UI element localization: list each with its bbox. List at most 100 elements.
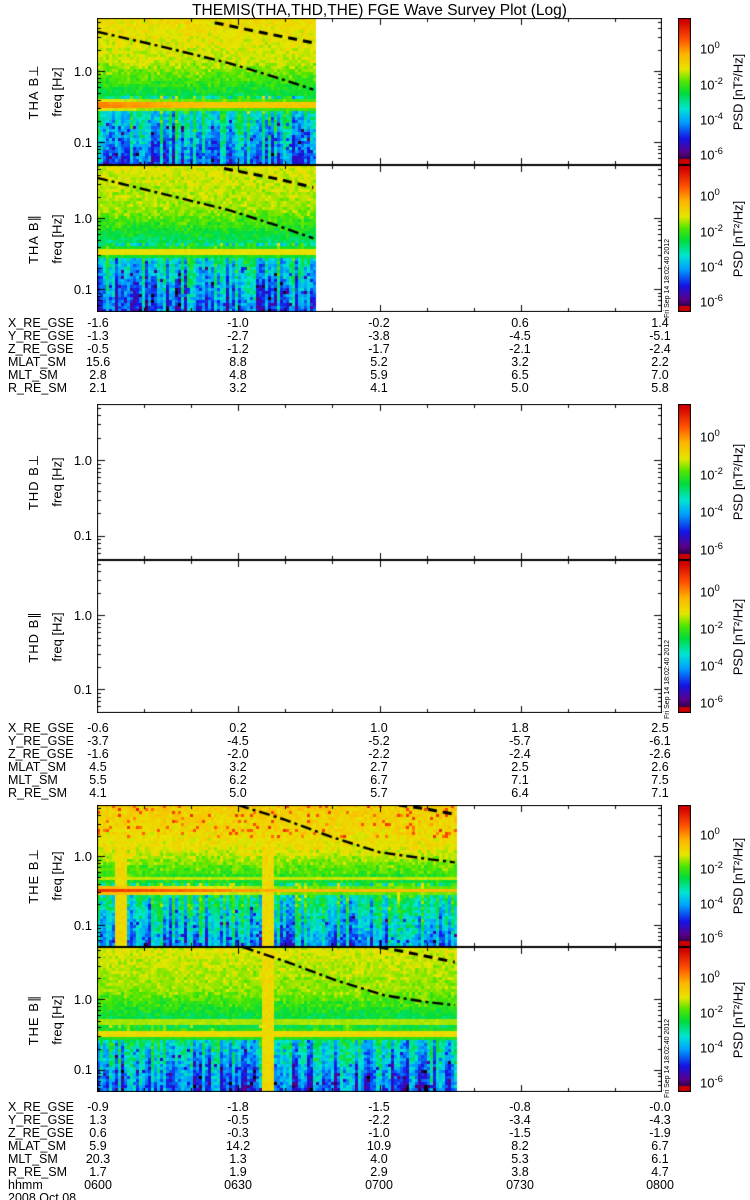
eph-value-THE-X_RE_GSE-1: -1.8 (227, 1100, 249, 1114)
colorbar-tick-thd-bpar-3: 10-6 (700, 694, 723, 711)
spectrogram-tha-bperp (97, 18, 662, 165)
eph-value-THD-MLT_SM-2: 6.7 (370, 773, 388, 787)
eph-label-THA-MLT_SM: MLT_SM (8, 368, 58, 382)
psd-axis-label-the-bpar: PSD [nT²/Hz] (730, 981, 746, 1058)
eph-value-THA-Z_RE_GSE-2: -1.7 (368, 342, 390, 356)
colorbar-tha-bperp (678, 18, 691, 165)
eph-value-THA-MLT_SM-3: 6.5 (511, 368, 529, 382)
psd-axis-label-tha-bperp: PSD [nT²/Hz] (730, 53, 746, 130)
colorbar-tick-the-bpar-0: 100 (700, 968, 720, 986)
colorbar-tick-tha-bpar-3: 10-6 (700, 293, 723, 310)
panel-label-thd-bpar: THD B∥ (26, 610, 41, 663)
eph-value-THE-Y_RE_GSE-0: 1.3 (89, 1113, 107, 1127)
eph-value-THD-MLT_SM-1: 6.2 (229, 773, 247, 787)
spectrogram-thd-bperp (97, 404, 662, 560)
eph-value-THA-Y_RE_GSE-3: -4.5 (509, 329, 531, 343)
eph-label-THD-MLT_SM: MLT_SM (8, 773, 58, 787)
eph-value-THE-Y_RE_GSE-2: -2.2 (368, 1113, 390, 1127)
eph-value-THA-R_RE_SM-2: 4.1 (370, 381, 388, 395)
eph-value-THE-R_RE_SM-4: 4.7 (651, 1165, 669, 1179)
eph-value-THA-MLT_SM-2: 5.9 (370, 368, 388, 382)
eph-value-THA-Y_RE_GSE-4: -5.1 (649, 329, 671, 343)
eph-value-THD-R_RE_SM-0: 4.1 (89, 786, 107, 800)
eph-value-THE-MLT_SM-3: 5.3 (511, 1152, 529, 1166)
eph-value-THA-Z_RE_GSE-1: -1.2 (227, 342, 249, 356)
eph-value-THD-MLAT_SM-3: 2.5 (511, 760, 529, 774)
eph-label-THD-Y_RE_GSE: Y_RE_GSE (8, 734, 75, 748)
eph-value-THA-MLAT_SM-3: 3.2 (511, 355, 529, 369)
spectrogram-thd-bpar (97, 560, 662, 713)
eph-value-THD-X_RE_GSE-2: 1.0 (370, 721, 388, 735)
eph-value-THE-MLT_SM-0: 20.3 (85, 1152, 111, 1166)
eph-label-THE-Z_RE_GSE: Z_RE_GSE (8, 1126, 74, 1140)
colorbar-tick-thd-bpar-1: 10-2 (700, 620, 723, 637)
eph-value-THD-X_RE_GSE-4: 2.5 (651, 721, 669, 735)
eph-value-THE-R_RE_SM-2: 2.9 (370, 1165, 388, 1179)
eph-value-THD-X_RE_GSE-3: 1.8 (511, 721, 529, 735)
panel-label-tha-bperp: THA B⊥ (26, 64, 41, 119)
eph-value-THE-MLT_SM-1: 1.3 (229, 1152, 247, 1166)
eph-value-THA-Y_RE_GSE-0: -1.3 (87, 329, 109, 343)
eph-value-THE-MLAT_SM-4: 6.7 (651, 1139, 669, 1153)
time-tick-0: 0600 (84, 1178, 112, 1192)
eph-value-THA-MLT_SM-1: 4.8 (229, 368, 247, 382)
eph-value-THA-X_RE_GSE-1: -1.0 (227, 316, 249, 330)
colorbar-tick-the-bpar-3: 10-6 (700, 1073, 723, 1090)
ytick-label-the-bperp-0: 1.0 (73, 848, 92, 864)
ytick-label-thd-bpar-1: 0.1 (73, 681, 92, 697)
eph-value-THD-Z_RE_GSE-4: -2.6 (649, 747, 671, 761)
psd-axis-label-the-bperp: PSD [nT²/Hz] (730, 837, 746, 915)
colorbar-tick-tha-bpar-0: 100 (700, 187, 720, 204)
eph-value-THA-MLT_SM-0: 2.8 (89, 368, 107, 382)
eph-value-THD-Z_RE_GSE-2: -2.2 (368, 747, 390, 761)
eph-value-THD-MLT_SM-3: 7.1 (511, 773, 529, 787)
eph-value-THE-X_RE_GSE-3: -0.8 (509, 1100, 531, 1114)
colorbar-tick-thd-bperp-3: 10-6 (700, 540, 723, 558)
colorbar-tick-tha-bpar-2: 10-4 (700, 258, 723, 275)
eph-value-THD-MLAT_SM-4: 2.6 (651, 760, 669, 774)
eph-value-THE-R_RE_SM-3: 3.8 (511, 1165, 529, 1179)
eph-value-THE-Z_RE_GSE-2: -1.0 (368, 1126, 390, 1140)
eph-value-THD-X_RE_GSE-0: -0.6 (87, 721, 109, 735)
eph-value-THD-Z_RE_GSE-1: -2.0 (227, 747, 249, 761)
eph-value-THD-R_RE_SM-1: 5.0 (229, 786, 247, 800)
eph-value-THD-Y_RE_GSE-4: -6.1 (649, 734, 671, 748)
eph-value-THE-Z_RE_GSE-1: -0.3 (227, 1126, 249, 1140)
eph-label-THD-MLAT_SM: MLAT_SM (8, 760, 67, 774)
ytick-label-tha-bpar-1: 0.1 (73, 281, 92, 297)
colorbar-the-bpar (678, 947, 691, 1092)
colorbar-tick-tha-bpar-1: 10-2 (700, 222, 723, 239)
eph-value-THA-MLT_SM-4: 7.0 (651, 368, 669, 382)
panel-label-tha-bpar: THA B∥ (26, 213, 41, 264)
eph-value-THD-MLT_SM-4: 7.5 (651, 773, 669, 787)
colorbar-tick-tha-bperp-3: 10-6 (700, 146, 723, 163)
eph-value-THD-Y_RE_GSE-2: -5.2 (368, 734, 390, 748)
colorbar-tick-thd-bperp-2: 10-4 (700, 503, 723, 520)
eph-label-THA-Y_RE_GSE: Y_RE_GSE (8, 329, 75, 343)
eph-value-THD-X_RE_GSE-1: 0.2 (229, 721, 247, 735)
eph-value-THE-X_RE_GSE-0: -0.9 (87, 1100, 109, 1114)
eph-value-THA-X_RE_GSE-4: 1.4 (651, 316, 669, 330)
psd-axis-label-thd-bperp: PSD [nT²/Hz] (730, 443, 746, 521)
eph-value-THE-MLAT_SM-0: 5.9 (89, 1139, 107, 1153)
colorbar-tick-thd-bpar-0: 100 (700, 583, 720, 600)
panel-label-the-bpar: THE B∥ (26, 994, 41, 1045)
eph-value-THA-Z_RE_GSE-3: -2.1 (509, 342, 531, 356)
eph-value-THD-Y_RE_GSE-0: -3.7 (87, 734, 109, 748)
eph-value-THD-MLAT_SM-2: 2.7 (370, 760, 388, 774)
time-tick-4: 0800 (646, 1178, 674, 1192)
colorbar-tick-the-bpar-1: 10-2 (700, 1003, 723, 1021)
plot-title: THEMIS(THA,THD,THE) FGE Wave Survey Plot… (192, 2, 567, 19)
colorbar-tick-the-bperp-3: 10-6 (700, 928, 723, 946)
eph-label-THA-Z_RE_GSE: Z_RE_GSE (8, 342, 74, 356)
eph-value-THA-MLAT_SM-0: 15.6 (85, 355, 111, 369)
colorbar-tick-tha-bperp-2: 10-4 (700, 111, 723, 128)
eph-value-THA-Z_RE_GSE-0: -0.5 (87, 342, 109, 356)
colorbar-tick-thd-bperp-1: 10-2 (700, 465, 723, 482)
colorbar-tick-tha-bperp-0: 100 (700, 40, 720, 57)
eph-label-THA-X_RE_GSE: X_RE_GSE (8, 316, 75, 330)
ytick-label-thd-bperp-1: 0.1 (73, 528, 92, 544)
ytick-label-the-bpar-0: 1.0 (73, 991, 92, 1007)
eph-value-THD-R_RE_SM-2: 5.7 (370, 786, 388, 800)
